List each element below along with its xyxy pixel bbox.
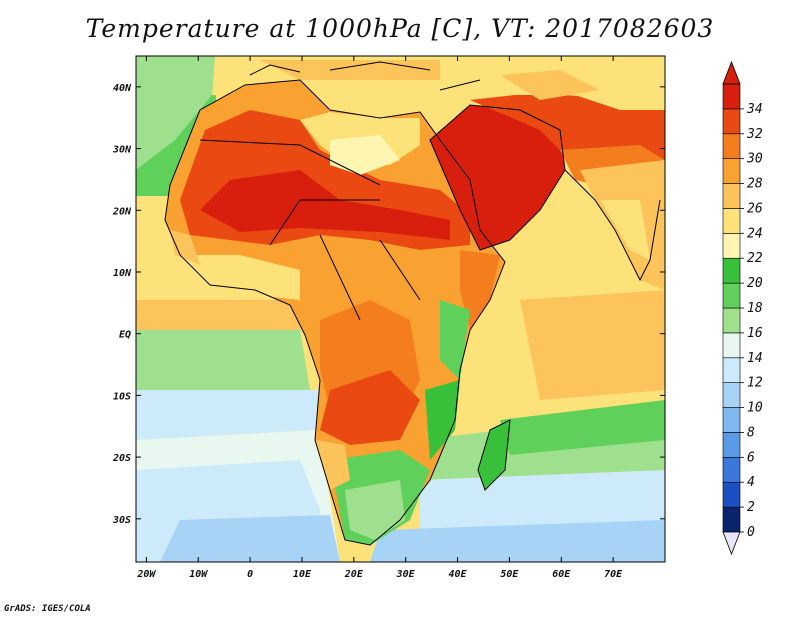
colorbar-swatch (722, 382, 741, 408)
lat-tick-label: 10S (113, 391, 131, 402)
lat-tick-label: 30S (112, 515, 131, 526)
lat-tick-label: 20N (112, 206, 132, 217)
colorbar-swatch (722, 481, 741, 508)
lat-tick: 10S (113, 391, 665, 402)
lat-tick-label: 20S (112, 453, 131, 464)
plot-frame (135, 55, 666, 563)
colorbar-level-label: 10 (747, 401, 763, 416)
lon-tick: 20E (344, 56, 364, 580)
lon-tick: 10W (189, 56, 208, 580)
colorbar-level-label: 0 (747, 525, 755, 540)
colorbar-swatch (722, 133, 741, 159)
lat-tick: 40N (113, 83, 665, 94)
lat-tick: 20N (112, 206, 665, 217)
lat-tick: EQ (119, 330, 665, 341)
lon-tick-label: 50E (500, 569, 519, 580)
colorbar-level-label: 14 (747, 351, 763, 366)
colorbar-swatch (722, 282, 741, 309)
lat-axis: 40N 30N 20N 10N EQ 10S 20S 30S (112, 83, 665, 526)
map-title: Temperature at 1000hPa [C], VT: 20170826… (85, 14, 715, 43)
colorbar-level-label: 34 (746, 102, 763, 117)
lat-tick-label: EQ (119, 330, 131, 341)
lon-tick-label: 10E (293, 569, 312, 580)
lat-tick: 10N (113, 268, 665, 279)
colorbar-level-label: 12 (747, 376, 763, 391)
lat-tick-label: 40N (113, 83, 132, 94)
colorbar-level-label: 16 (747, 326, 763, 341)
lon-tick-label: 20E (344, 569, 364, 580)
lon-tick: 60E (552, 56, 571, 580)
lon-tick-label: 70E (604, 569, 623, 580)
grads-credit: GrADS: IGES/COLA (4, 604, 91, 614)
lon-tick-label: 20W (136, 569, 156, 580)
colorbar-level-label: 8 (747, 425, 755, 440)
lon-tick: 70E (604, 56, 623, 580)
lon-tick: 50E (500, 56, 519, 580)
lon-tick: 30E (396, 56, 416, 580)
lat-tick-label: 10N (113, 268, 132, 279)
colorbar-level-label: 30 (746, 152, 763, 167)
colorbar-swatch (722, 407, 741, 433)
colorbar-level-label: 2 (747, 500, 755, 515)
colorbar-level-label: 20 (747, 276, 763, 291)
lat-tick: 30S (112, 515, 665, 526)
colorbar-swatch (722, 233, 741, 259)
colorbar-level-label: 32 (746, 127, 763, 142)
colorbar-level-label: 24 (747, 226, 763, 241)
lat-tick-label: 30N (112, 145, 132, 156)
colorbar-swatch (722, 108, 741, 135)
colorbar-swatch (722, 506, 741, 533)
colorbar-level-label: 22 (747, 251, 763, 266)
colorbar-swatch (722, 457, 741, 483)
colorbar-swatch (722, 257, 741, 284)
lat-tick: 30N (112, 145, 665, 156)
colorbar-swatch (722, 208, 741, 234)
lon-tick-label: 10W (189, 569, 208, 580)
colorbar-swatch (722, 432, 741, 458)
colorbar-swatch (722, 307, 741, 334)
colorbar-level-label: 26 (747, 201, 763, 216)
colorbar-over-arrow (722, 60, 741, 85)
lon-tick-label: 60E (552, 569, 571, 580)
lon-tick: 10E (293, 56, 312, 580)
lon-tick: 20W (136, 56, 156, 580)
lon-tick-label: 30E (396, 569, 416, 580)
lon-axis: 20W 10W 0 10E 20E 30E 40E 50E 60E 70E (136, 56, 623, 580)
temperature-field (136, 56, 665, 562)
colorbar-under-arrow (722, 531, 741, 556)
colorbar-swatch (722, 158, 741, 184)
lat-tick: 20S (112, 453, 665, 464)
colorbar-level-label: 18 (747, 301, 763, 316)
lon-tick-label: 40E (449, 569, 468, 580)
coastlines (164, 61, 661, 546)
colorbar-swatch (722, 83, 741, 110)
lon-tick: 40E (449, 56, 468, 580)
lon-tick: 0 (247, 56, 253, 580)
colorbar-level-label: 6 (747, 450, 755, 465)
colorbar-level-label: 4 (747, 475, 755, 490)
lon-tick-label: 0 (247, 569, 253, 580)
colorbar-swatch (722, 332, 741, 359)
colorbar-level-label: 28 (747, 177, 763, 192)
colorbar-swatch (722, 357, 741, 383)
colorbar-swatch (722, 183, 741, 209)
